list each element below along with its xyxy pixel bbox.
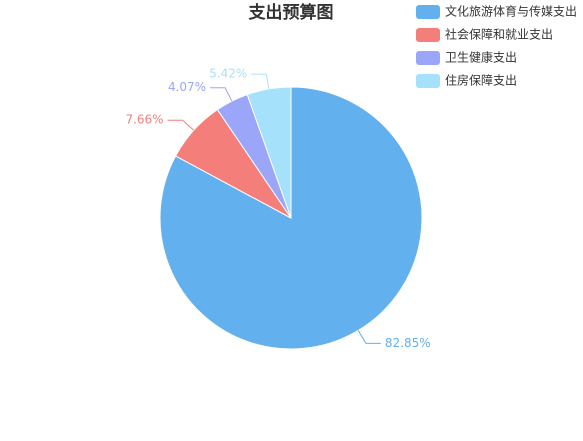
chart-title: 支出预算图 bbox=[249, 2, 334, 23]
legend-swatch bbox=[416, 51, 440, 65]
legend-label: 卫生健康支出 bbox=[445, 50, 517, 65]
leader-line bbox=[167, 119, 195, 131]
legend-swatch bbox=[416, 74, 440, 88]
data-label: 82.85% bbox=[385, 336, 431, 350]
data-label: 5.42% bbox=[209, 67, 247, 81]
data-label: 7.66% bbox=[125, 113, 163, 127]
leader-line bbox=[210, 87, 233, 102]
data-label: 4.07% bbox=[168, 80, 206, 94]
legend-swatch bbox=[416, 28, 440, 42]
pie-slice bbox=[246, 86, 292, 219]
leader-line bbox=[357, 330, 381, 344]
legend-label: 文化旅游体育与传媒支出 bbox=[445, 4, 577, 19]
leader-line bbox=[251, 73, 270, 89]
legend-label: 社会保障和就业支出 bbox=[445, 27, 553, 42]
legend-swatch bbox=[416, 5, 440, 19]
pie-slice bbox=[159, 86, 423, 350]
legend-label: 住房保障支出 bbox=[445, 73, 517, 88]
